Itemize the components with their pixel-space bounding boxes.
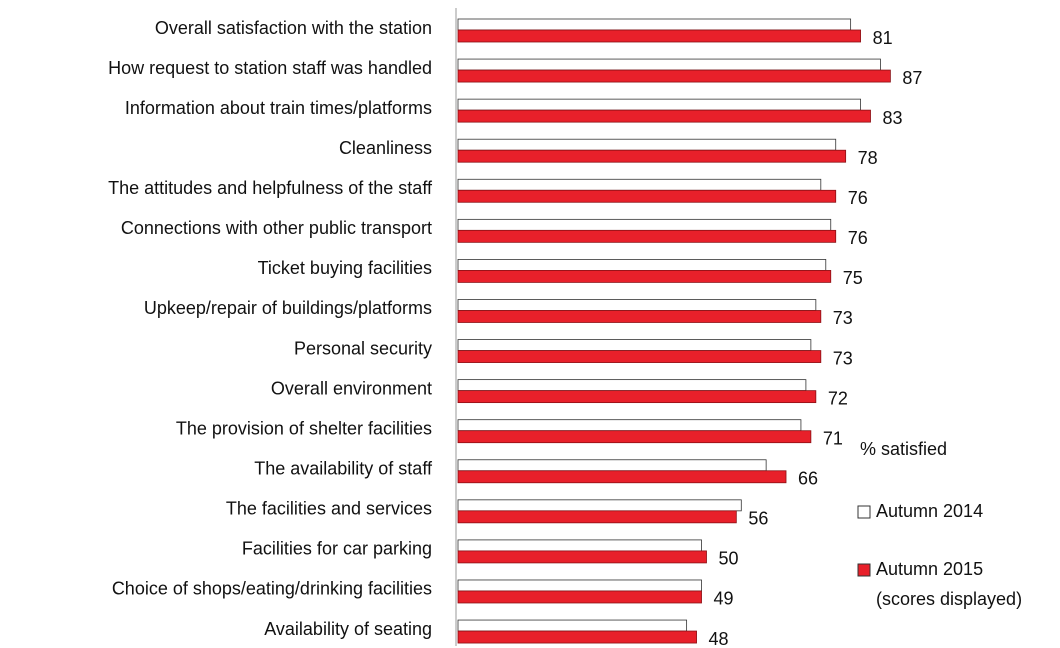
- category-label: Overall environment: [271, 378, 432, 398]
- value-label: 76: [848, 188, 868, 208]
- category-label: The facilities and services: [226, 499, 432, 519]
- category-label: Connections with other public transport: [121, 218, 432, 238]
- value-label: 76: [848, 228, 868, 248]
- value-label: 83: [883, 108, 903, 128]
- legend-note: (scores displayed): [876, 589, 1022, 609]
- bar: [457, 299, 817, 311]
- category-label: Overall satisfaction with the station: [155, 18, 432, 38]
- bar: [457, 419, 802, 432]
- category-label: Information about train times/platforms: [125, 98, 432, 118]
- legend-title: % satisfied: [860, 439, 947, 459]
- bar: [457, 270, 832, 283]
- bar: [457, 350, 822, 363]
- bar: [457, 390, 817, 404]
- bar: [457, 430, 812, 444]
- bar: [457, 379, 807, 392]
- value-label: 75: [843, 268, 863, 288]
- category-label: Cleanliness: [339, 138, 432, 158]
- bar: [457, 499, 742, 512]
- value-label: 73: [833, 348, 853, 368]
- value-label: 50: [719, 549, 739, 569]
- value-label: 72: [828, 388, 848, 408]
- category-label: Facilities for car parking: [242, 539, 432, 559]
- bar: [457, 178, 822, 191]
- category-label: Availability of seating: [264, 619, 432, 639]
- bar: [457, 189, 837, 203]
- bar: [457, 138, 837, 151]
- value-label: 81: [873, 28, 893, 48]
- bar: [457, 18, 852, 31]
- bar: [457, 259, 827, 271]
- value-label: 87: [902, 68, 922, 88]
- bar: [457, 229, 837, 243]
- bar: [457, 510, 737, 524]
- bar: [457, 539, 702, 552]
- bar: [457, 590, 702, 604]
- bar: [457, 619, 688, 632]
- bar: [457, 630, 697, 644]
- bar: [457, 579, 702, 592]
- value-label: 71: [823, 428, 843, 448]
- bar: [457, 310, 822, 323]
- bar: [457, 58, 881, 71]
- legend-swatch: [857, 505, 871, 519]
- category-label: The attitudes and helpfulness of the sta…: [108, 178, 433, 198]
- bar: [457, 470, 787, 484]
- category-label: Ticket buying facilities: [258, 258, 432, 278]
- value-label: 73: [833, 308, 853, 328]
- bar: [457, 69, 891, 83]
- bar: [457, 218, 832, 231]
- value-label: 49: [714, 589, 734, 609]
- bar: [457, 29, 861, 43]
- bar: [457, 109, 871, 123]
- category-label: How request to station staff was handled: [108, 58, 432, 78]
- category-label: Choice of shops/eating/drinking faciliti…: [112, 579, 432, 599]
- legend-label: Autumn 2014: [876, 501, 983, 521]
- legend-swatch: [857, 563, 871, 577]
- category-label: The provision of shelter facilities: [176, 418, 432, 438]
- bar: [457, 149, 847, 163]
- value-label: 48: [709, 629, 729, 648]
- value-label: 78: [858, 148, 878, 168]
- category-label: The availability of staff: [254, 459, 433, 479]
- bar: [457, 339, 812, 351]
- category-label: Upkeep/repair of buildings/platforms: [144, 298, 432, 318]
- bar: [457, 550, 707, 564]
- value-label: 66: [798, 469, 818, 489]
- value-label: 56: [748, 509, 768, 529]
- category-label: Personal security: [294, 338, 432, 358]
- bar: [457, 98, 861, 111]
- legend-label: Autumn 2015: [876, 559, 983, 579]
- bar: [457, 459, 767, 472]
